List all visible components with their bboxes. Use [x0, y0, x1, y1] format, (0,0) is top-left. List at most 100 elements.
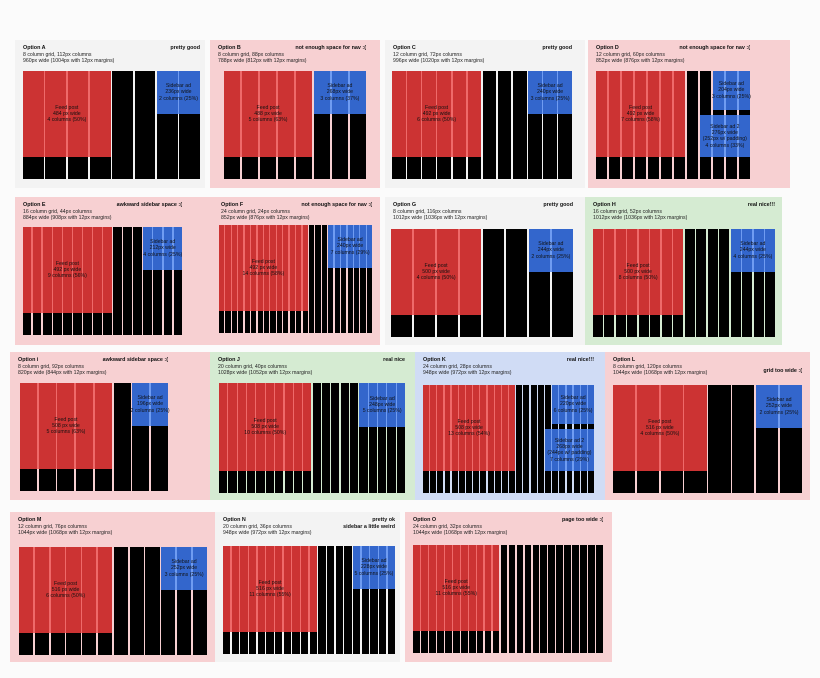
feed-segment — [43, 227, 52, 314]
grid-column — [283, 225, 289, 333]
sidebar-ad-label-line: Sidebar ad — [165, 83, 191, 90]
grid-column — [257, 225, 263, 333]
grid-column — [460, 545, 468, 653]
feed-segment — [638, 229, 649, 316]
ad-segment — [738, 71, 750, 110]
grid-column — [67, 71, 89, 179]
feed-segment — [437, 71, 451, 158]
feed-segment — [248, 546, 257, 633]
feed-segment — [460, 545, 468, 632]
grid-column — [23, 71, 44, 179]
grid-column — [161, 547, 176, 655]
option-card: Option K 24 column grid, 28px columns 948p… — [415, 352, 605, 500]
grid-column — [660, 385, 683, 493]
ad-segment — [361, 546, 369, 590]
feed-segment — [420, 545, 428, 632]
feed-segment — [413, 229, 436, 316]
ad-gutter — [552, 385, 594, 424]
grid-column — [353, 225, 360, 333]
grid-column — [247, 383, 256, 493]
option-card: Option H 16 column grid, 52px columns 1012… — [585, 197, 782, 345]
grid-column — [113, 383, 131, 491]
grid-column — [248, 546, 257, 654]
sidebar-ad-label: Sidebar ad 240px wide 7 columns (29%) — [318, 225, 382, 268]
sidebar-ad-label-line: Sidebar ad — [537, 83, 563, 90]
feed-post-label-line: Feed post — [55, 260, 79, 267]
sidebar-ad-2-label-line: (244px w/ padding) — [547, 450, 592, 457]
feed-segment — [466, 385, 473, 472]
option-card: Option M 12 column grid, 76px columns 1044… — [10, 512, 215, 662]
grid-column — [370, 546, 378, 654]
ad-segment — [559, 385, 566, 424]
grid-column — [113, 547, 128, 655]
option-title: Option L — [613, 357, 636, 363]
ad-segment — [334, 225, 340, 269]
feed-segment — [430, 385, 437, 472]
grid-description: 8 column grid, 120px columns — [613, 363, 682, 370]
sidebar-ad-label-line: 228px wide — [360, 564, 388, 571]
sidebar-ad-label-line: 5 columns (25%) — [354, 570, 394, 577]
sidebar-ad-label: Sidebar ad 196px wide 2 columns (25%) — [122, 383, 178, 426]
width-description: 996px wide (1020px with 12px margins) — [393, 57, 485, 64]
grid-column — [293, 383, 303, 493]
ad-segment — [349, 71, 366, 115]
grid-column — [556, 545, 564, 653]
column-grid: Feed post 508 px wide 13 columns (54%) Side… — [423, 385, 594, 493]
feed-gutter — [392, 71, 482, 158]
grid-column — [636, 385, 660, 493]
grid-column — [708, 385, 731, 493]
feed-post-label-line: Feed post — [256, 104, 280, 111]
grid-column — [566, 385, 573, 493]
grid-description: 8 column grid, 112px columns — [23, 51, 92, 58]
grid-column — [647, 71, 660, 179]
grid-column — [430, 385, 437, 493]
feed-segment — [296, 225, 302, 312]
width-description: 1012px wide (1036px with 12px margins) — [593, 214, 688, 221]
grid-column — [103, 227, 112, 335]
grid-column — [244, 225, 250, 333]
sidebar-ad-label-line: 240px wide — [336, 243, 364, 250]
grid-column — [378, 383, 387, 493]
feed-segment — [444, 545, 452, 632]
sidebar-ad-label-line: 5 columns (25%) — [362, 408, 402, 415]
feed-segment — [23, 71, 44, 158]
grid-column — [283, 546, 292, 654]
feed-post-label-line: 13 columns (54%) — [448, 431, 490, 438]
sidebar-ad-label-line: 3 columns (25%) — [711, 93, 751, 100]
ad-segment — [368, 383, 377, 427]
feed-post-label: Feed post 500 px wide 4 columns (50%) — [381, 229, 491, 315]
option-title: Option N — [223, 517, 246, 523]
sidebar-ad-label-line: Sidebar ad — [171, 559, 197, 566]
feed-post-label-line: 492 px wide — [53, 267, 82, 274]
grid-column — [23, 227, 32, 335]
feed-segment — [458, 385, 465, 472]
ad-segment — [543, 71, 557, 115]
feed-segment — [436, 545, 444, 632]
option-title: Option M — [18, 517, 42, 523]
feed-post-label: Feed post 492 px wide 9 columns (56%) — [13, 227, 122, 313]
grid-column — [528, 71, 542, 179]
sidebar-ad-label-line: 2 columns (25%) — [531, 253, 571, 260]
sidebar-ad-label-line: 244px wide — [537, 247, 564, 254]
ad2-segment — [580, 429, 587, 472]
sidebar-ad-label-line: Sidebar ad — [718, 80, 744, 87]
grid-column — [661, 229, 672, 337]
ad-segment — [313, 71, 331, 115]
option-title: Option K — [423, 357, 446, 363]
grid-column — [613, 385, 636, 493]
verdict-label: awkward sidebar space :( — [102, 357, 168, 363]
grid-column — [742, 229, 753, 337]
feed-segment — [94, 383, 112, 470]
feed-post-label: Feed post 500 px wide 8 columns (50%) — [583, 229, 693, 315]
ad-segment — [161, 547, 176, 591]
feed-post-label: Feed post 516 px wide 11 columns (55%) — [213, 546, 327, 632]
grid-column — [321, 383, 331, 493]
column-grid: Feed post 484 px wide 4 columns (50%) Sideb… — [23, 71, 200, 179]
grid-column — [289, 225, 295, 333]
grid-column — [274, 546, 283, 654]
grid-column — [350, 383, 359, 493]
feed-segment — [480, 385, 487, 472]
grid-column — [436, 229, 459, 337]
option-card: Option J 20 column grid, 40px columns 1028… — [210, 352, 415, 500]
feed-segment — [650, 229, 661, 316]
